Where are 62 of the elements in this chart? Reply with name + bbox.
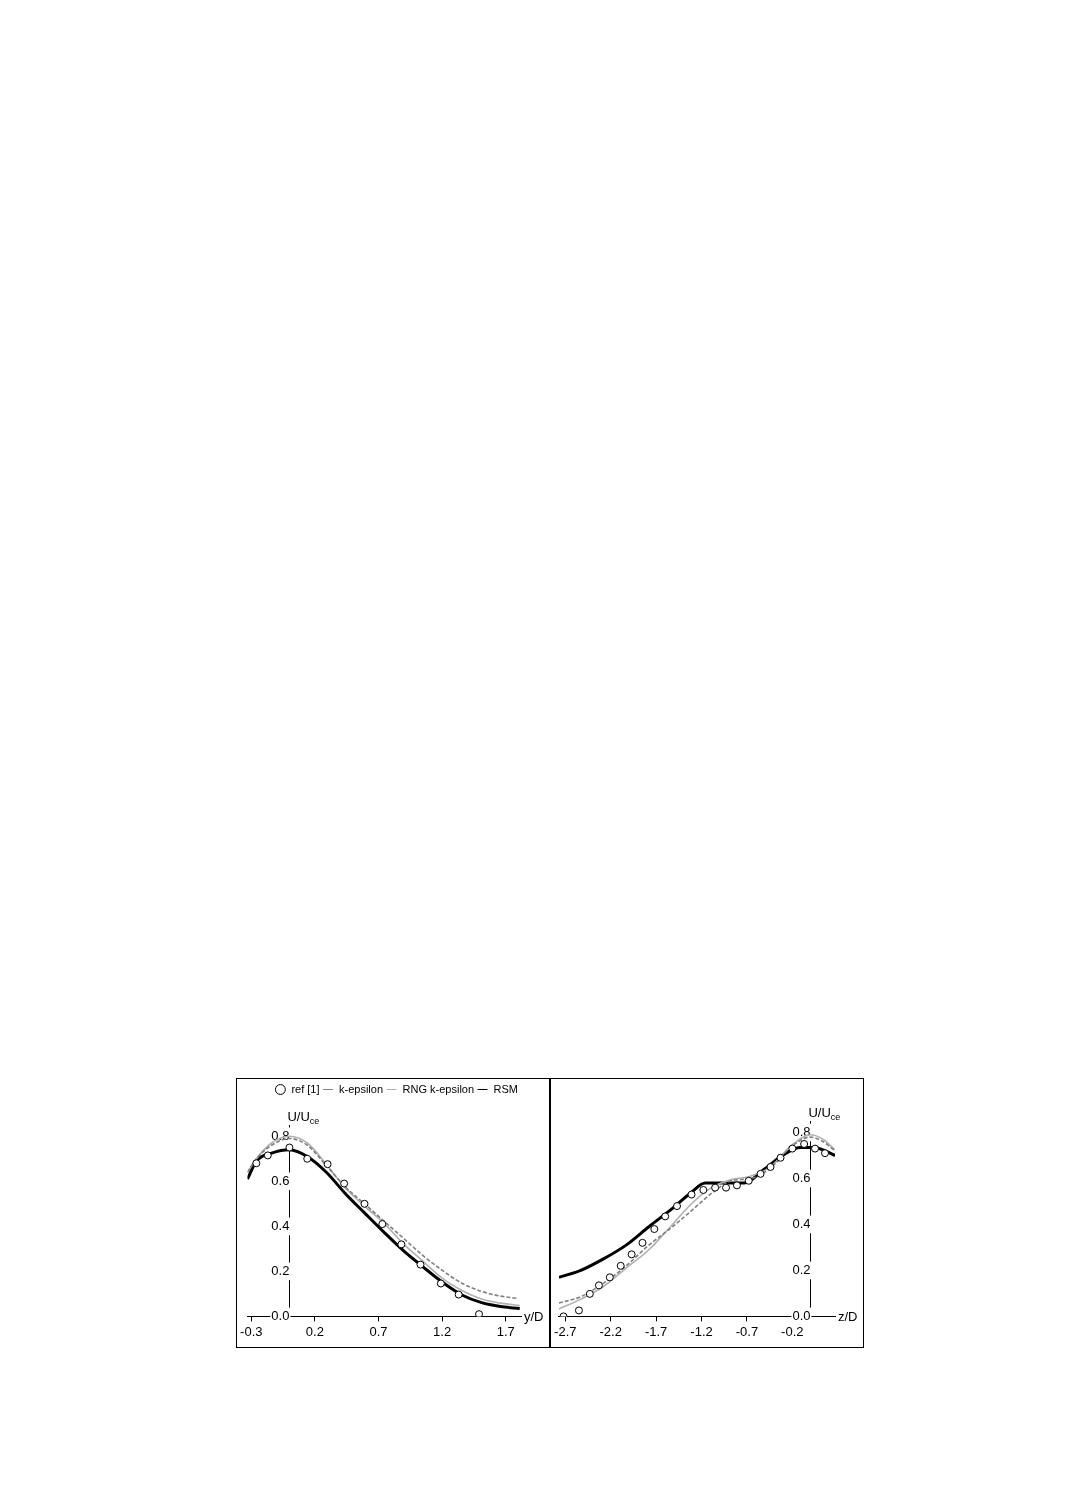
y-tick-label: 0.0 — [271, 1307, 290, 1323]
point — [650, 1225, 659, 1234]
point — [800, 1139, 809, 1148]
point — [397, 1240, 406, 1249]
point — [605, 1273, 614, 1282]
point — [585, 1289, 594, 1298]
point — [285, 1143, 294, 1152]
point — [475, 1310, 484, 1317]
y-tick-label: 0.4 — [792, 1216, 811, 1232]
point — [722, 1183, 731, 1192]
x-tick-label: -1.2 — [690, 1323, 713, 1339]
point — [744, 1176, 753, 1185]
point — [574, 1306, 583, 1315]
x-tick-label: -1.7 — [644, 1323, 668, 1339]
x-axis-title: y/D — [524, 1309, 544, 1325]
y-tick-label: 0.8 — [792, 1124, 811, 1140]
point — [699, 1185, 708, 1194]
point — [323, 1160, 332, 1169]
point — [766, 1162, 775, 1171]
point — [788, 1144, 797, 1153]
point — [687, 1190, 696, 1199]
point — [732, 1181, 741, 1190]
point — [252, 1159, 261, 1168]
x-axis-title: z/D — [838, 1309, 858, 1325]
y-tick-label: 0.0 — [792, 1307, 811, 1323]
point — [360, 1199, 369, 1208]
point — [616, 1261, 625, 1270]
x-tick-label: 0.2 — [305, 1323, 324, 1339]
y-tick-label: 0.2 — [271, 1262, 290, 1278]
y-tick-label: 0.6 — [792, 1170, 811, 1186]
legend-label: RNG k-epsilon — [402, 1082, 475, 1095]
point — [711, 1183, 720, 1192]
point — [638, 1238, 647, 1247]
x-tick-label: -0.2 — [781, 1323, 804, 1339]
point — [756, 1169, 765, 1178]
point — [378, 1220, 387, 1229]
point — [776, 1153, 785, 1162]
point — [673, 1202, 681, 1211]
point — [811, 1144, 820, 1153]
point — [821, 1149, 830, 1158]
x-tick-label: -0.3 — [240, 1323, 263, 1339]
point — [416, 1260, 425, 1269]
point — [340, 1179, 349, 1188]
y-tick-label: 0.2 — [792, 1262, 811, 1277]
point — [627, 1250, 636, 1259]
legend-label: ref [1] — [291, 1082, 320, 1095]
legend-label: k-epsilon — [339, 1082, 384, 1095]
legend-label: RSM — [493, 1082, 519, 1095]
point — [263, 1151, 272, 1160]
x-tick-label: 0.7 — [369, 1323, 388, 1339]
y-tick-label: 0.4 — [271, 1217, 290, 1233]
x-tick-label: -0.7 — [735, 1323, 759, 1339]
x-tick-label: -2.7 — [554, 1323, 577, 1339]
x-tick-label: -2.2 — [599, 1323, 622, 1339]
point — [661, 1212, 670, 1221]
point — [303, 1154, 312, 1163]
point — [454, 1290, 463, 1299]
x-tick-label: 1.2 — [433, 1323, 452, 1339]
point — [436, 1279, 445, 1288]
x-tick-label: 1.7 — [496, 1323, 515, 1339]
y-tick-label: 0.6 — [271, 1172, 290, 1188]
point — [594, 1281, 603, 1290]
